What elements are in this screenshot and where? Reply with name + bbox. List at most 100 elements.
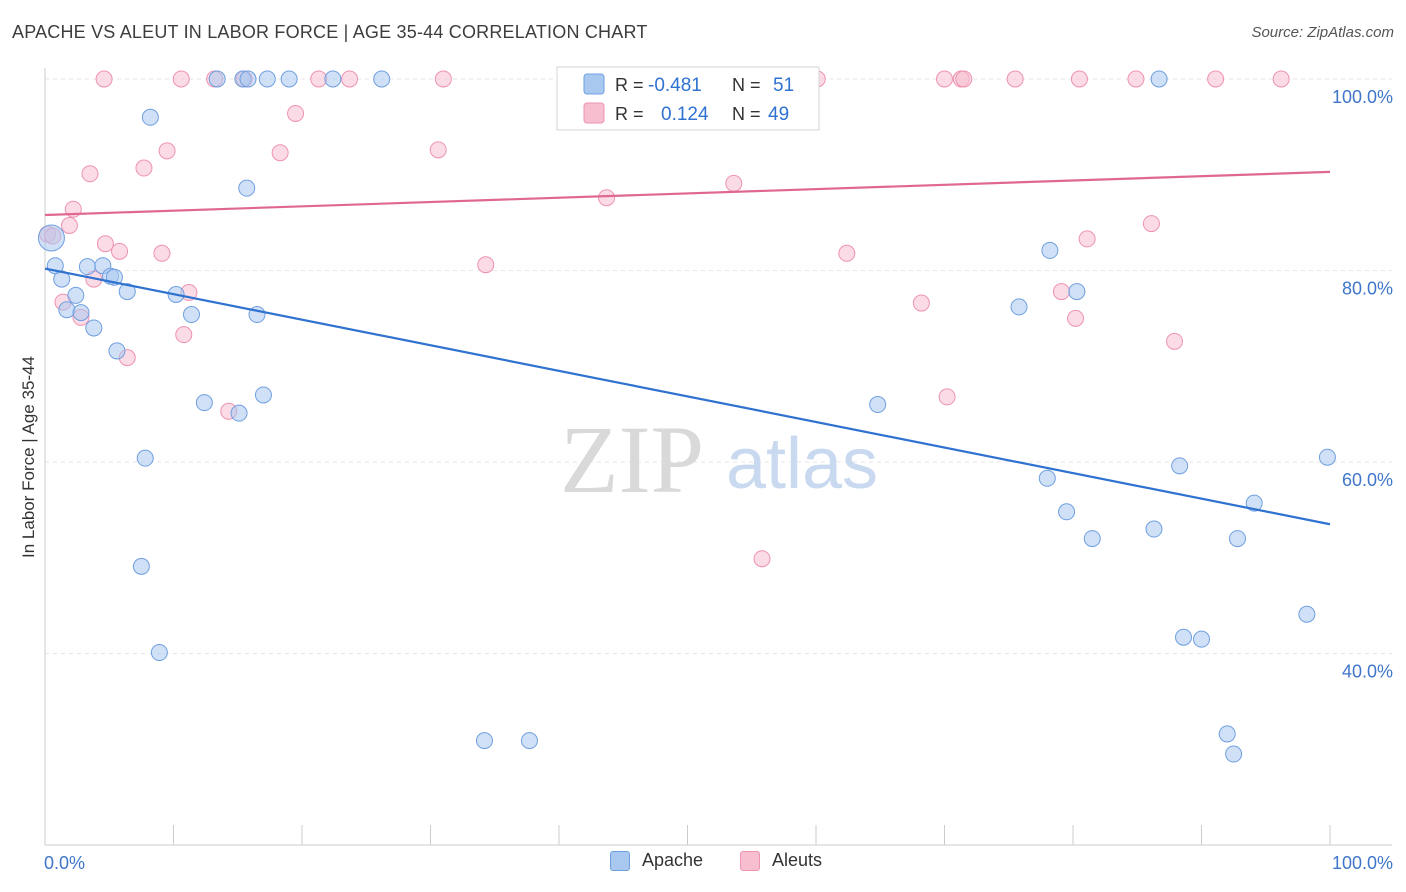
aleut-point bbox=[60, 216, 78, 234]
apache-point bbox=[208, 70, 226, 88]
legend-apache-swatch bbox=[583, 73, 605, 95]
source-label: Source: ZipAtlas.com bbox=[1251, 24, 1394, 41]
aleut-point bbox=[598, 189, 616, 207]
watermark-zip: ZIP bbox=[560, 406, 704, 513]
apache-point bbox=[324, 70, 342, 88]
y-tick-label: 100.0% bbox=[1332, 87, 1393, 107]
apache-point bbox=[475, 732, 493, 750]
aleut-point bbox=[1070, 70, 1088, 88]
y-axis-label: In Labor Force | Age 35-44 bbox=[19, 356, 38, 558]
apache-point bbox=[182, 306, 200, 324]
legend-aleut-swatch bbox=[583, 102, 605, 124]
aleut-point bbox=[1272, 70, 1290, 88]
apache-point bbox=[254, 386, 272, 404]
legend-aleut-r-label: R = bbox=[615, 104, 644, 124]
apache-point bbox=[37, 224, 65, 252]
apache-point bbox=[118, 283, 136, 301]
apache-point bbox=[1171, 457, 1189, 475]
aleut-point bbox=[753, 550, 771, 568]
legend-aleut-n-label: N = bbox=[732, 104, 761, 124]
apache-point bbox=[1298, 605, 1316, 623]
apache-point bbox=[258, 70, 276, 88]
apache-point bbox=[520, 732, 538, 750]
apache-point bbox=[1083, 530, 1101, 548]
apache-point bbox=[1010, 298, 1028, 316]
legend-aleut-label: Aleuts bbox=[772, 850, 823, 870]
aleut-point bbox=[310, 70, 328, 88]
aleut-point bbox=[725, 174, 743, 192]
apache-point bbox=[150, 644, 168, 662]
apache-point bbox=[1245, 494, 1263, 512]
apache-point bbox=[136, 449, 154, 467]
apache-point bbox=[1318, 448, 1336, 466]
aleut-point bbox=[1067, 309, 1085, 327]
aleut-point bbox=[1142, 215, 1160, 233]
aleut-point bbox=[175, 326, 193, 344]
aleut-point bbox=[172, 70, 190, 88]
legend-apache-n-value: 51 bbox=[773, 75, 794, 96]
aleut-point bbox=[1052, 283, 1070, 301]
aleut-point bbox=[153, 244, 171, 262]
apache-point bbox=[1193, 630, 1210, 648]
aleut-point bbox=[838, 244, 856, 262]
chart-title: APACHE VS ALEUT IN LABOR FORCE | AGE 35-… bbox=[12, 22, 648, 42]
aleut-point bbox=[477, 256, 495, 274]
apache-point bbox=[58, 301, 76, 319]
legend-item-apache: Apache bbox=[610, 850, 703, 871]
legend-aleut-n-value: 49 bbox=[768, 104, 789, 125]
aleut-point bbox=[955, 70, 973, 88]
apache-swatch bbox=[610, 850, 630, 871]
apache-point bbox=[195, 394, 213, 412]
legend-apache-r-label: R = bbox=[615, 75, 644, 95]
aleut-point bbox=[1006, 70, 1024, 88]
aleut-point bbox=[95, 70, 113, 88]
apache-point bbox=[78, 258, 96, 276]
aleut-point bbox=[111, 242, 129, 260]
apache-point bbox=[1175, 628, 1193, 646]
legend-item-aleut: Aleuts bbox=[740, 850, 822, 871]
aleut-point bbox=[287, 104, 305, 122]
stats-legend: R = -0.481 N = 51 R = 0.124 N = 49 bbox=[556, 66, 820, 131]
apache-point bbox=[1038, 469, 1056, 487]
series-legend: Apache Aleuts bbox=[0, 850, 1406, 880]
apache-point bbox=[132, 557, 150, 575]
apache-point bbox=[1218, 725, 1236, 743]
aleut-point bbox=[1166, 332, 1184, 350]
apache-point bbox=[1150, 70, 1168, 88]
tick-labels: 100.0% 80.0% 60.0% 40.0% 0.0% 100.0% bbox=[44, 87, 1393, 873]
aleut-point bbox=[271, 144, 289, 162]
legend-apache-r-value: -0.481 bbox=[648, 75, 702, 96]
aleut-swatch bbox=[740, 850, 760, 871]
apache-point bbox=[1145, 520, 1163, 538]
legend-apache-n-label: N = bbox=[732, 75, 761, 95]
aleut-point bbox=[135, 159, 153, 177]
aleut-point bbox=[96, 235, 114, 253]
x-tick-label: 0.0% bbox=[44, 853, 85, 873]
apache-point bbox=[230, 404, 248, 422]
apache-point bbox=[108, 342, 126, 360]
aleut-point bbox=[429, 141, 447, 159]
legend-apache-label: Apache bbox=[642, 850, 704, 870]
apache-point bbox=[67, 286, 85, 304]
grid-lines bbox=[45, 78, 1392, 654]
apache-point bbox=[238, 179, 256, 197]
aleut-point bbox=[1207, 70, 1225, 88]
apache-point bbox=[1041, 241, 1059, 259]
watermark: ZIP atlas bbox=[560, 406, 878, 513]
aleut-point bbox=[341, 70, 359, 88]
trend-lines bbox=[44, 170, 1331, 526]
apache-point bbox=[1225, 745, 1243, 763]
aleut-point bbox=[938, 388, 956, 406]
axes bbox=[44, 68, 1392, 846]
aleut-trend-line bbox=[44, 170, 1331, 217]
apache-point bbox=[85, 319, 103, 337]
apache-point bbox=[869, 396, 887, 414]
watermark-atlas: atlas bbox=[726, 424, 878, 504]
apache-point bbox=[280, 70, 298, 88]
aleut-point bbox=[434, 70, 452, 88]
y-tick-label: 40.0% bbox=[1342, 662, 1393, 682]
legend-aleut-r-value: 0.124 bbox=[661, 104, 709, 125]
aleut-point bbox=[912, 294, 930, 312]
y-tick-label: 60.0% bbox=[1342, 470, 1393, 490]
